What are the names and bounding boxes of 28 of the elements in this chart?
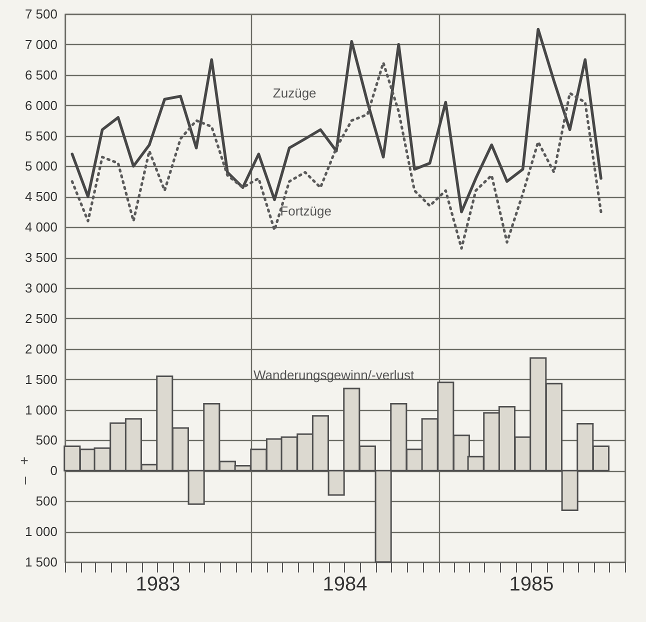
y-tick-label: 2 000 (24, 341, 58, 356)
y-tick-label: 6 000 (24, 98, 58, 113)
y-tick-label: 4 000 (24, 220, 58, 235)
x-tick-label: 1985 (509, 574, 554, 596)
y-tick-label: 1 500 (24, 554, 58, 570)
y-tick-label: 500 (36, 432, 58, 448)
y-tick-label: 1 000 (24, 402, 58, 418)
line-series (70, 61, 602, 250)
y-tick-label: 1 500 (24, 372, 58, 387)
y-tick-label: 3 000 (24, 280, 58, 296)
y-tick-label: 2 500 (24, 310, 58, 326)
y-tick-label: 3 500 (24, 250, 58, 266)
y-tick-label: 1 000 (24, 524, 58, 540)
y-tick-label: 0 (50, 463, 58, 478)
y-tick-label: 7 000 (24, 36, 58, 52)
y-tick-label: 5 000 (24, 158, 58, 174)
text: + (16, 456, 32, 465)
y-tick-label: 4 500 (24, 189, 58, 204)
series-label: Fortzüge (280, 203, 332, 218)
y-tick-label: 5 500 (24, 128, 58, 144)
text: – (16, 476, 32, 485)
y-tick-label: 6 500 (24, 67, 58, 82)
y-tick-label: 7 500 (24, 6, 58, 22)
x-tick-label: 1984 (322, 574, 368, 596)
y-tick-label: 500 (36, 494, 58, 509)
x-tick-label: 1983 (136, 574, 180, 596)
series-label: Wanderungsgewinn/-verlust (253, 368, 415, 383)
text: Zuzüge (272, 85, 316, 100)
